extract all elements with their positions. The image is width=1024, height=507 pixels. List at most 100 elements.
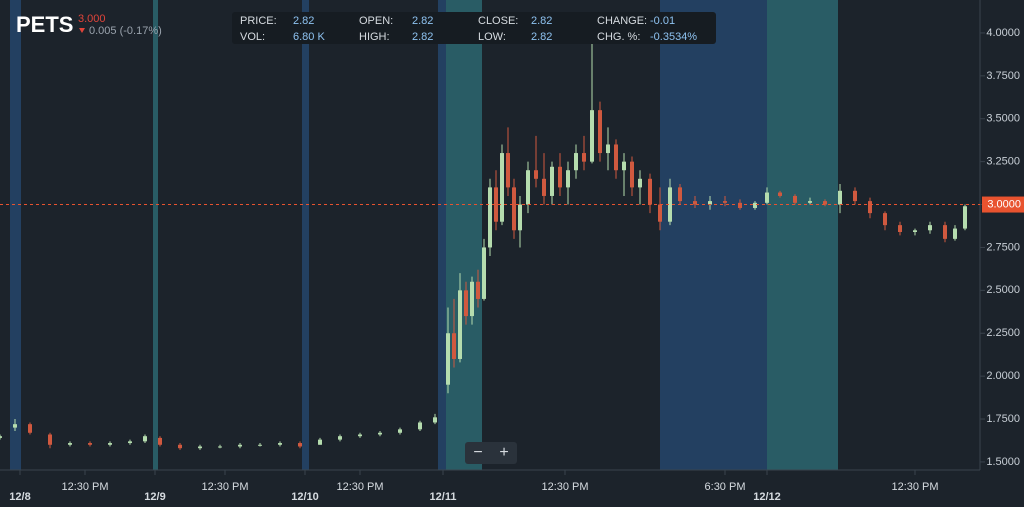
candle-body	[452, 333, 456, 359]
candle-body	[738, 202, 742, 208]
y-tick-label: 2.2500	[986, 327, 1020, 339]
candle-body	[574, 153, 578, 171]
ticker: PETS	[16, 12, 73, 37]
info-label: CHANGE:	[597, 15, 647, 27]
price-label: 3.0000	[987, 198, 1021, 210]
candle-body	[838, 190, 842, 205]
candle-body	[446, 333, 450, 385]
candle-body	[566, 170, 570, 188]
candle-body	[433, 417, 437, 423]
info-value: 2.82	[412, 15, 433, 27]
candle-body	[318, 439, 322, 445]
x-date-label: 12/10	[291, 491, 319, 503]
candle-body	[488, 187, 492, 248]
candle-body	[630, 161, 634, 188]
candle-body	[614, 144, 618, 171]
candle-body	[48, 434, 52, 445]
last-price: 3.000	[78, 13, 106, 25]
price-change: 0.005 (-0.17%)	[89, 25, 162, 37]
candle-body	[108, 443, 112, 445]
candle-body	[883, 213, 887, 226]
candle-body	[68, 443, 72, 445]
candle-body	[218, 446, 222, 448]
x-date-label: 12/12	[753, 491, 781, 503]
info-label: CHG. %:	[597, 31, 640, 43]
candle-body	[238, 444, 242, 447]
x-date-label: 12/8	[9, 491, 30, 503]
candle-body	[494, 187, 498, 222]
y-tick-label: 4.0000	[986, 27, 1020, 39]
info-label: CLOSE:	[478, 15, 518, 27]
x-tick-label: 12:30 PM	[891, 481, 938, 493]
info-label: OPEN:	[359, 15, 393, 27]
candle-body	[398, 429, 402, 433]
candle-body	[143, 436, 147, 442]
y-tick-label: 1.7500	[986, 413, 1020, 425]
candle-body	[943, 225, 947, 239]
zoom-in[interactable]: +	[499, 444, 508, 461]
y-tick-label: 2.5000	[986, 284, 1020, 296]
candle-body	[913, 230, 917, 232]
candle-body	[258, 444, 262, 446]
candle-body	[542, 178, 546, 196]
candle-body	[518, 204, 522, 231]
candle-body	[378, 432, 382, 435]
info-panel	[232, 12, 716, 44]
session-band	[660, 0, 767, 470]
info-value: 2.82	[293, 15, 314, 27]
candle-body	[476, 281, 480, 299]
candle-body	[598, 110, 602, 154]
y-tick-label: 3.2500	[986, 156, 1020, 168]
candle-body	[765, 192, 769, 203]
info: PRICE: 2.82 VOL: 6.80 K OPEN: 2.82 HIGH: 2.82 CL…	[240, 15, 697, 43]
candle-body	[506, 153, 510, 188]
candle-body	[898, 225, 902, 232]
candle-body	[668, 187, 672, 222]
candle-body	[723, 201, 727, 203]
x-tick-label: 12:30 PM	[61, 481, 108, 493]
candle-body	[963, 206, 967, 229]
candle-body	[638, 178, 642, 188]
info-value: -0.3534%	[650, 31, 697, 43]
y-tick-label: 3.5000	[986, 113, 1020, 125]
zoom-out[interactable]: −	[473, 444, 482, 461]
candle-body	[558, 166, 562, 188]
candle-body	[678, 187, 682, 202]
info-value: 2.82	[531, 15, 552, 27]
candle-body	[823, 201, 827, 205]
candle-body	[500, 153, 504, 222]
session-band	[153, 0, 158, 470]
candle-body	[953, 228, 957, 239]
candle-body	[778, 192, 782, 196]
info-label: HIGH:	[359, 31, 390, 43]
candle-body	[128, 441, 132, 444]
candle-body	[158, 437, 162, 445]
candle-body	[13, 424, 17, 428]
x-date-label: 12/11	[430, 491, 457, 503]
info-label: PRICE:	[240, 15, 277, 27]
plot	[0, 41, 967, 450]
candle-body	[298, 443, 302, 447]
x-date-label: 12/9	[144, 491, 165, 503]
candle-body	[793, 195, 797, 203]
candle-body	[928, 225, 932, 231]
session-band	[302, 0, 309, 470]
candle-body	[28, 424, 32, 433]
price-label-box	[982, 196, 1024, 213]
candle-body	[590, 110, 594, 162]
candle-body	[658, 204, 662, 222]
down-arrow	[79, 28, 85, 33]
info-label: VOL:	[240, 31, 265, 43]
candle-body	[88, 443, 92, 445]
session-band	[10, 0, 21, 470]
y-tick-label: 2.0000	[986, 370, 1020, 382]
x-tick-label: 12:30 PM	[336, 481, 383, 493]
y-tick-label: 2.7500	[986, 241, 1020, 253]
candle-body	[753, 202, 757, 208]
candle-body	[338, 436, 342, 440]
info-value: -0.01	[650, 15, 675, 27]
info-value: 2.82	[531, 31, 552, 43]
candle-body	[198, 446, 202, 449]
y-tick-label: 1.5000	[986, 456, 1020, 468]
